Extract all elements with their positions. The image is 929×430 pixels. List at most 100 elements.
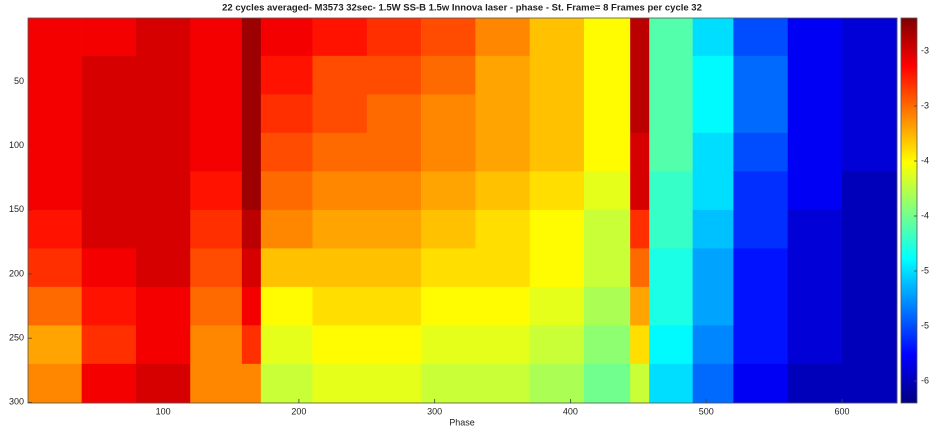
heatmap-cell	[787, 325, 843, 365]
heatmap-cell	[692, 248, 734, 288]
heatmap-cell	[630, 286, 650, 326]
heatmap-cell	[842, 132, 898, 172]
heatmap-cell	[584, 18, 631, 57]
heatmap-cell	[135, 132, 191, 172]
heatmap-cell	[421, 55, 476, 95]
colorbar-tick-label: -30	[921, 45, 929, 55]
heatmap-cell	[81, 363, 137, 404]
heatmap-cell	[842, 171, 898, 211]
heatmap-cell	[787, 55, 843, 95]
heatmap-cell	[81, 209, 137, 249]
heatmap-cell	[584, 171, 631, 211]
heatmap-cell	[787, 132, 843, 172]
heatmap-cell	[842, 325, 898, 365]
heatmap-cell	[260, 248, 313, 288]
heatmap-cell	[692, 363, 734, 404]
heatmap-cell	[692, 94, 734, 134]
heatmap-cell	[630, 325, 650, 365]
y-tick-label: 100	[9, 140, 24, 150]
heatmap-cell	[312, 55, 368, 95]
heatmap-cell	[366, 94, 422, 134]
heatmap-cell	[529, 248, 585, 288]
x-axis-label: Phase	[449, 417, 475, 427]
heatmap-cell	[475, 286, 531, 326]
heatmap-cell	[733, 325, 788, 365]
heatmap-cell	[366, 286, 422, 326]
heatmap-cell	[529, 18, 585, 57]
heatmap-cell	[649, 248, 693, 288]
heatmap-cell	[692, 209, 734, 249]
heatmap-cell	[28, 209, 82, 249]
heatmap-cell	[787, 94, 843, 134]
heatmap-cell	[475, 94, 531, 134]
heatmap-cell	[475, 55, 531, 95]
heatmap-cell	[241, 363, 262, 404]
heatmap-cell	[475, 18, 531, 57]
heatmap-cell	[584, 55, 631, 95]
y-tick-label: 150	[9, 204, 24, 214]
heatmap-cell	[366, 18, 422, 57]
heatmap-cell	[842, 18, 898, 57]
heatmap-cell	[787, 171, 843, 211]
heatmap-cell	[312, 132, 368, 172]
heatmap-cell	[421, 248, 476, 288]
heatmap-cell	[584, 363, 631, 404]
heatmap-cell	[312, 209, 368, 249]
heatmap-cell	[649, 171, 693, 211]
heatmap-cell	[366, 248, 422, 288]
x-tick-label: 200	[291, 406, 306, 416]
heatmap-cell	[312, 325, 368, 365]
x-tick-label: 100	[156, 406, 171, 416]
heatmap-cell	[135, 55, 191, 95]
heatmap-cell	[241, 94, 262, 134]
heatmap-cell	[421, 363, 476, 404]
heatmap-cell	[421, 286, 476, 326]
heatmap-cell	[260, 171, 313, 211]
heatmap-cell	[630, 18, 650, 57]
heatmap-cell	[28, 94, 82, 134]
heatmap-cell	[842, 248, 898, 288]
heatmap-cell	[241, 132, 262, 172]
heatmap-cell	[81, 94, 137, 134]
plot-frame	[27, 17, 898, 404]
heatmap-cell	[630, 132, 650, 172]
heatmap-cell	[190, 18, 243, 57]
heatmap-cell	[787, 248, 843, 288]
heatmap-cell	[529, 171, 585, 211]
heatmap-cell	[692, 171, 734, 211]
heatmap-cell	[475, 132, 531, 172]
heatmap-cell	[260, 55, 313, 95]
heatmap-cell	[81, 132, 137, 172]
heatmap-cell	[81, 171, 137, 211]
heatmap-cell	[81, 18, 137, 57]
heatmap-cell	[421, 209, 476, 249]
heatmap-cell	[366, 55, 422, 95]
heatmap-cell	[312, 248, 368, 288]
heatmap-cell	[241, 18, 262, 57]
heatmap-cell	[366, 171, 422, 211]
heatmap-cell	[28, 248, 82, 288]
heatmap-cell	[421, 18, 476, 57]
heatmap-cell	[190, 171, 243, 211]
x-tick-label: 300	[427, 406, 442, 416]
heatmap-cell	[733, 209, 788, 249]
heatmap-cell	[733, 18, 788, 57]
heatmap-cell	[630, 363, 650, 404]
heatmap-cell	[28, 132, 82, 172]
heatmap-cell	[241, 248, 262, 288]
heatmap-cell	[584, 286, 631, 326]
heatmap-cell	[190, 55, 243, 95]
heatmap-cell	[649, 55, 693, 95]
heatmap-cell	[28, 363, 82, 404]
heatmap-cell	[312, 286, 368, 326]
heatmap-cell	[366, 209, 422, 249]
heatmap-cell	[260, 94, 313, 134]
heatmap-cell	[692, 325, 734, 365]
heatmap-cell	[241, 325, 262, 365]
heatmap-cell	[135, 94, 191, 134]
heatmap-cell	[630, 171, 650, 211]
heatmap-cell	[241, 171, 262, 211]
heatmap-cell	[81, 286, 137, 326]
heatmap-cell	[241, 209, 262, 249]
